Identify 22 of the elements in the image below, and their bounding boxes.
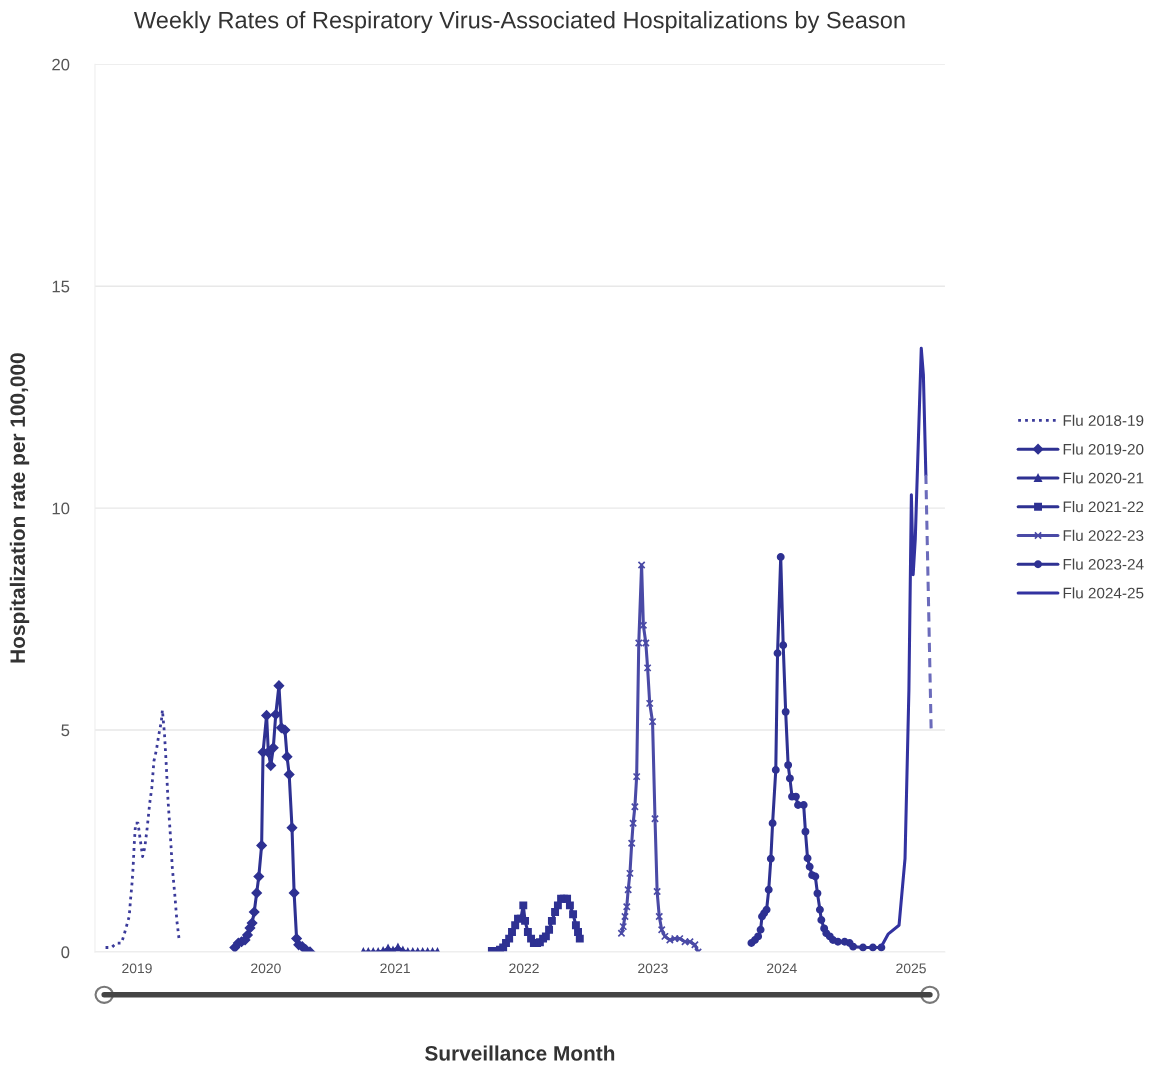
legend-label: Flu 2021-22 [1063, 501, 1144, 513]
y-tick-label: 20 [52, 58, 70, 71]
y-tick-label: 0 [61, 946, 70, 959]
x-tick-label: 2021 [380, 963, 410, 974]
x-tick-label: 2022 [509, 963, 539, 974]
y-tick-label: 5 [61, 724, 70, 737]
chart-title: Weekly Rates of Respiratory Virus-Associated Hospitalizations by Season [134, 11, 905, 34]
y-tick-label: 10 [52, 502, 70, 515]
legend-label: Flu 2023-24 [1063, 558, 1144, 570]
x-tick-label: 2019 [122, 963, 152, 974]
legend-label: Flu 2024-25 [1063, 587, 1144, 599]
y-axis-title: Hospitalization rate per 100,000 [9, 353, 30, 663]
legend-label: Flu 2018-19 [1063, 414, 1144, 426]
x-axis-title: Surveillance Month [425, 1045, 615, 1061]
x-tick-label: 2025 [896, 963, 926, 974]
x-tick-label: 2024 [767, 963, 797, 974]
legend-label: Flu 2020-21 [1063, 472, 1144, 484]
legend-label: Flu 2022-23 [1063, 529, 1144, 541]
y-tick-label: 15 [52, 280, 70, 293]
x-tick-label: 2023 [638, 963, 668, 974]
x-tick-label: 2020 [251, 963, 281, 974]
legend-label: Flu 2019-20 [1063, 443, 1144, 455]
